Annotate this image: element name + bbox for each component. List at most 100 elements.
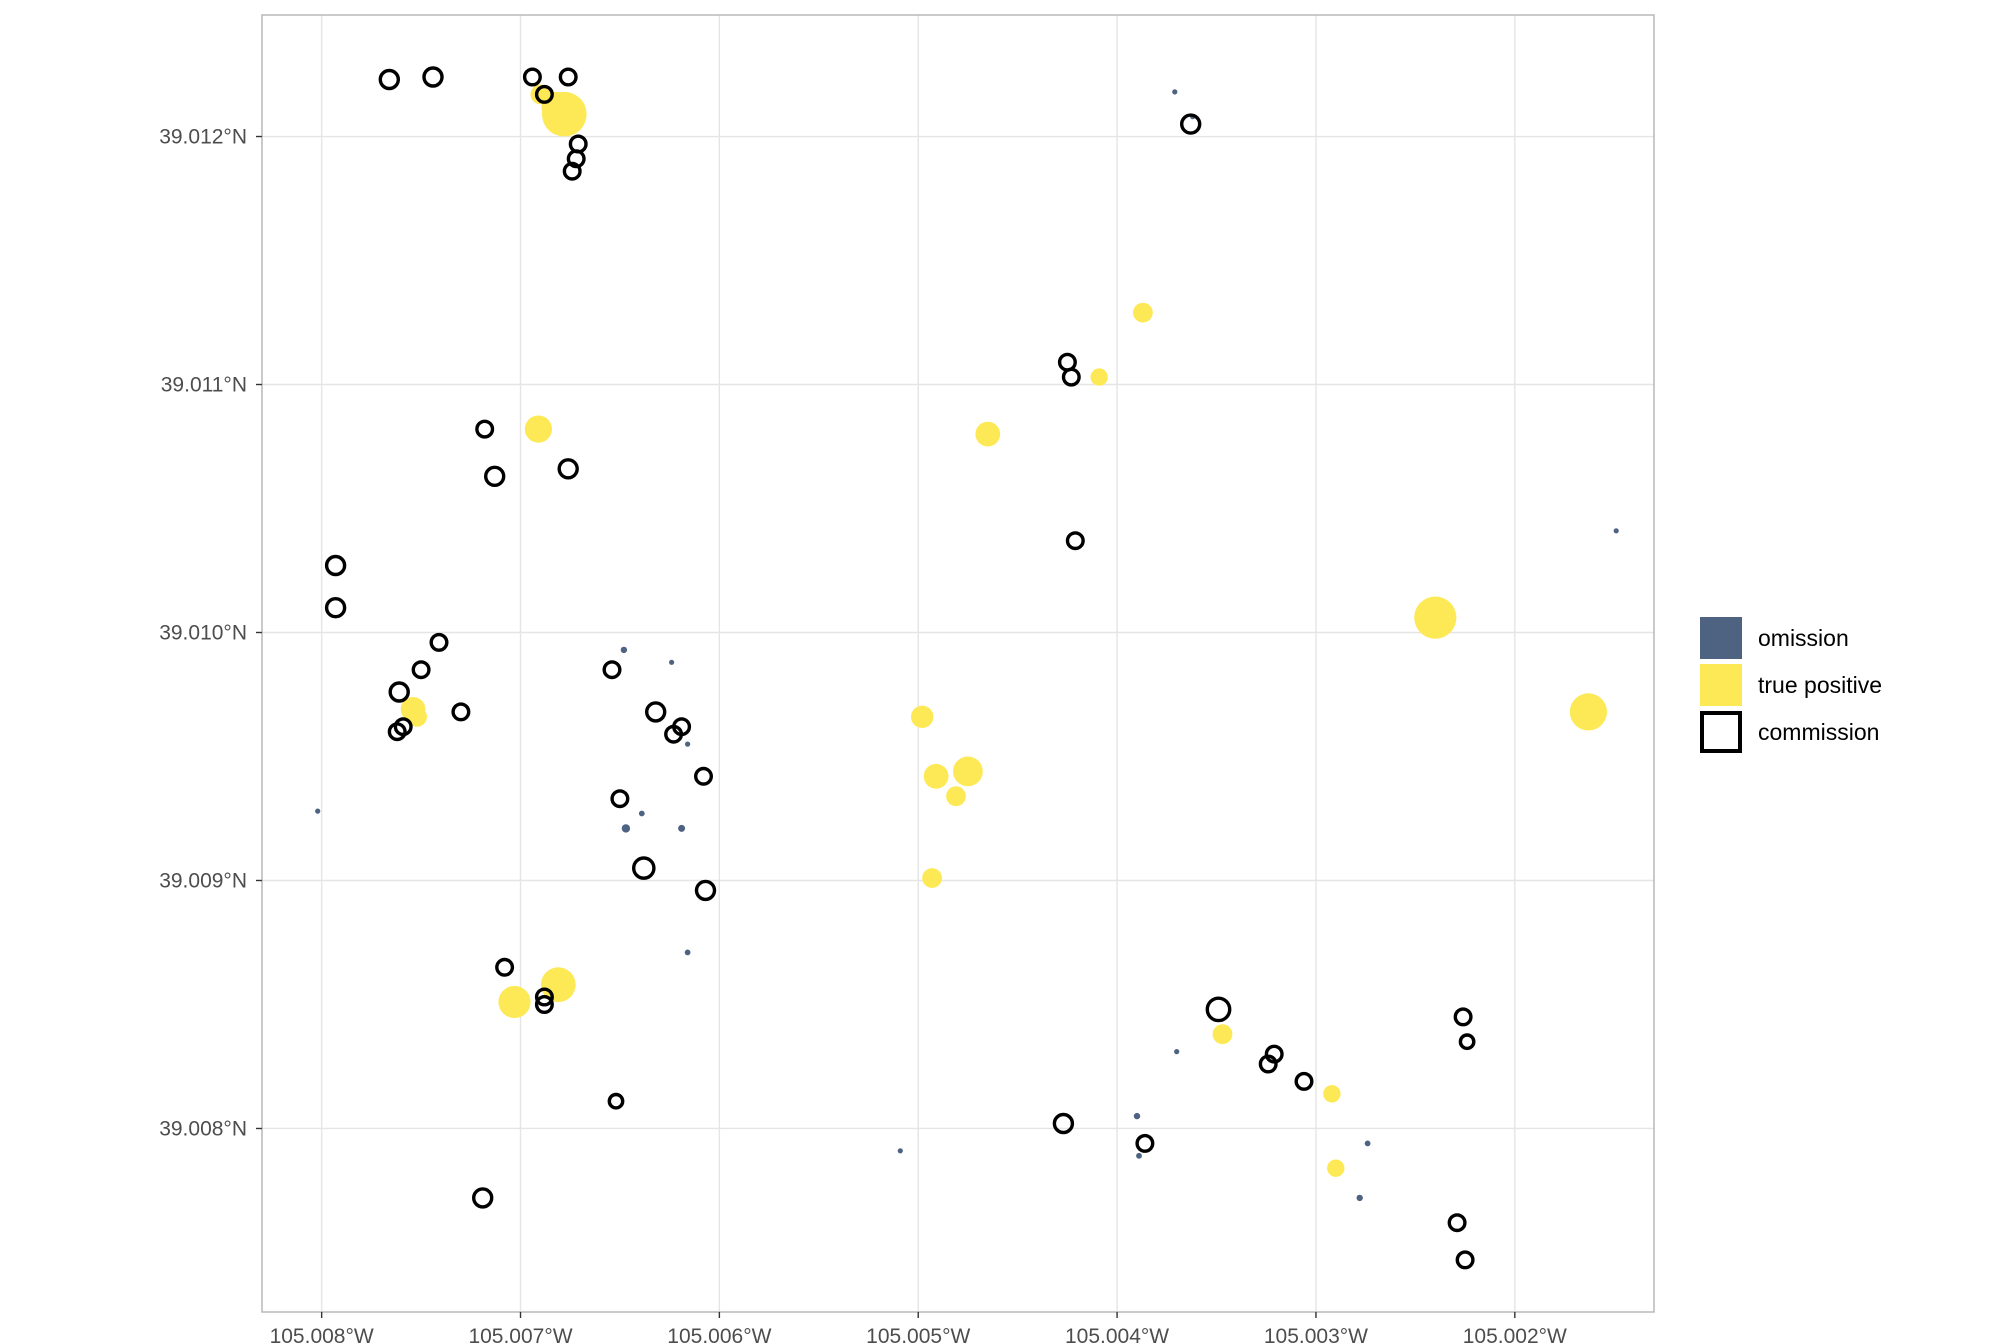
commission-point: [387, 722, 407, 742]
x-tick-label: 105.003°W: [1264, 1325, 1368, 1344]
omission-point: [1364, 1140, 1371, 1147]
commission-point: [1052, 1112, 1075, 1135]
commission-point: [495, 957, 515, 977]
omission-point: [1356, 1194, 1363, 1202]
omission-point: [620, 646, 628, 654]
x-tick-label: 105.007°W: [468, 1325, 572, 1344]
commission-point: [632, 856, 656, 880]
y-tick-label: 39.008°N: [159, 1117, 247, 1140]
commission-point: [562, 161, 582, 181]
x-tick-label: 105.005°W: [866, 1325, 970, 1344]
commission-point: [664, 724, 684, 744]
commission-point: [1458, 1033, 1476, 1051]
commission-point: [484, 465, 506, 487]
omission-point: [1174, 1049, 1180, 1055]
commission-point: [422, 66, 444, 88]
x-tick-label: 105.006°W: [667, 1325, 771, 1344]
commission-point: [1065, 531, 1085, 551]
commission-point: [610, 789, 630, 809]
y-axis: 39.008°N 39.009°N 39.010°N 39.011°N 39.012°N: [159, 126, 262, 1140]
omission-point: [621, 824, 631, 833]
omission-point: [685, 741, 691, 747]
commission-point: [1135, 1133, 1155, 1153]
commission-point: [645, 701, 667, 723]
x-tick-label: 105.008°W: [270, 1325, 374, 1344]
true-positive-point: [911, 705, 934, 728]
commission-point: [324, 597, 347, 619]
commission-point: [1205, 996, 1232, 1023]
commission-point: [1453, 1007, 1473, 1027]
omission-point: [669, 659, 675, 665]
commission-layer: [324, 66, 1476, 1270]
commission-point: [1447, 1213, 1467, 1233]
commission-point: [1294, 1071, 1314, 1091]
omission-layer: [315, 89, 1619, 1202]
true-positive-layer: [400, 84, 1607, 1177]
true-positive-point: [1090, 368, 1108, 386]
legend: omission true positive commission: [1700, 617, 1882, 753]
omission-point: [638, 810, 645, 817]
commission-point: [1264, 1044, 1284, 1064]
commission-point: [1179, 113, 1202, 135]
commission-point: [534, 995, 554, 1015]
true-positive-point: [1133, 302, 1153, 323]
omission-point: [1133, 1112, 1141, 1120]
commission-point: [388, 681, 410, 703]
legend-key-commission: [1700, 711, 1742, 753]
commission-point: [324, 554, 347, 577]
commission-point: [694, 766, 714, 786]
commission-point: [566, 149, 586, 169]
true-positive-point: [953, 756, 983, 787]
true-positive-point: [923, 763, 949, 789]
commission-point: [534, 84, 554, 104]
commission-point: [558, 67, 578, 87]
commission-point: [607, 1092, 625, 1110]
commission-point: [694, 879, 717, 902]
true-positive-point: [1212, 1024, 1233, 1045]
true-positive-point: [407, 706, 427, 727]
true-positive-point: [1327, 1159, 1345, 1177]
true-positive-point: [975, 421, 1001, 447]
legend-label-true-positive: true positive: [1758, 672, 1882, 698]
true-positive-point: [524, 415, 553, 443]
true-positive-point: [1569, 693, 1607, 731]
legend-key-true-positive: [1700, 664, 1742, 706]
x-tick-label: 105.002°W: [1463, 1325, 1567, 1344]
commission-point: [451, 702, 471, 722]
commission-point: [378, 68, 400, 91]
panel-background: [262, 15, 1654, 1312]
omission-point: [1172, 89, 1178, 95]
commission-point: [602, 660, 622, 680]
legend-label-omission: omission: [1758, 625, 1849, 651]
commission-point: [534, 987, 554, 1007]
x-tick-label: 105.004°W: [1065, 1325, 1169, 1344]
y-tick-label: 39.009°N: [159, 869, 247, 892]
true-positive-point: [1414, 596, 1457, 639]
commission-point: [557, 458, 579, 480]
omission-point: [1613, 528, 1619, 534]
legend-key-omission: [1700, 617, 1742, 659]
omission-point: [315, 808, 321, 814]
commission-point: [1455, 1250, 1475, 1270]
omission-point: [1136, 1152, 1142, 1159]
omission-point: [897, 1148, 903, 1154]
commission-point: [411, 660, 431, 680]
commission-point: [475, 419, 495, 439]
commission-point: [522, 67, 542, 87]
panel-border: [261, 14, 1655, 1313]
y-tick-label: 39.012°N: [159, 126, 247, 149]
legend-label-commission: commission: [1758, 719, 1879, 745]
omission-point: [678, 824, 686, 832]
true-positive-point: [530, 84, 551, 105]
y-tick-label: 39.010°N: [159, 622, 247, 645]
true-positive-point: [946, 786, 966, 807]
true-positive-point: [1323, 1085, 1341, 1103]
y-tick-label: 39.011°N: [161, 374, 247, 397]
commission-point: [472, 1187, 494, 1209]
commission-point: [429, 632, 449, 652]
omission-point: [684, 949, 691, 956]
commission-point: [1061, 367, 1081, 387]
true-positive-point: [922, 868, 942, 888]
x-axis: 105.008°W 105.007°W 105.006°W 105.005°W 105.…: [270, 1312, 1567, 1344]
